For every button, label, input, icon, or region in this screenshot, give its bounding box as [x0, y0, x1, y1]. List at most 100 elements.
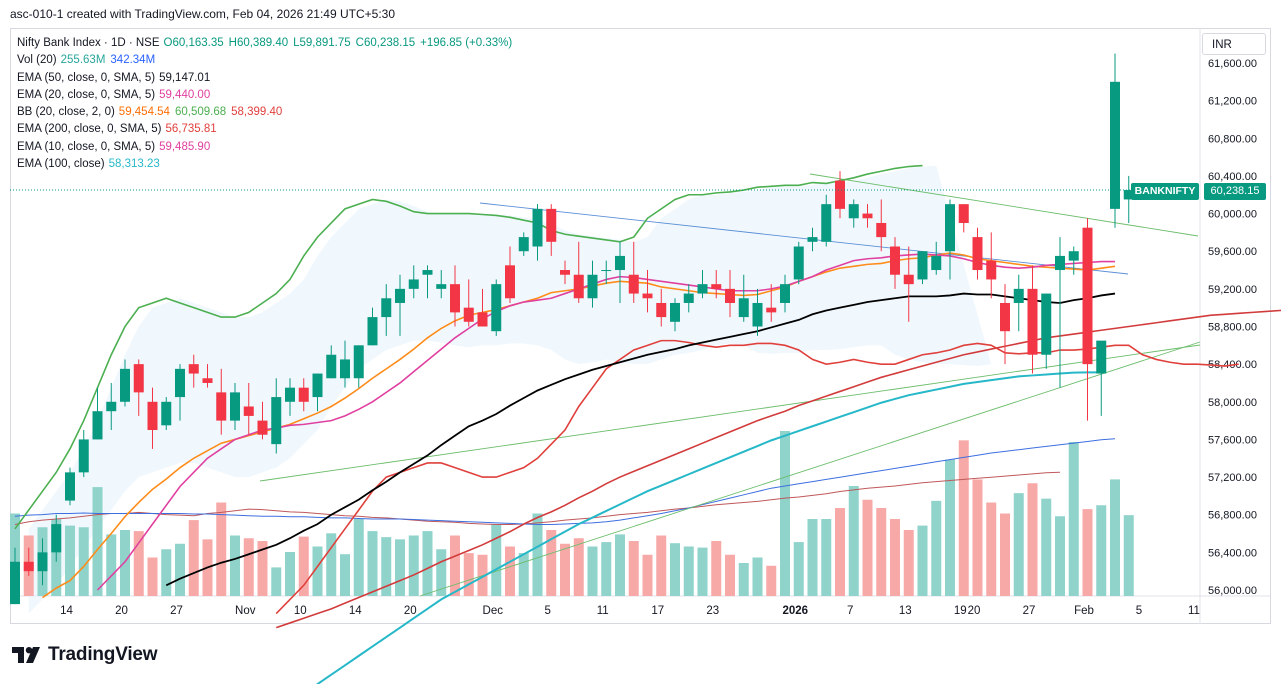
volume-bar — [986, 502, 997, 596]
volume-bar — [766, 565, 777, 596]
volume-bar — [821, 519, 832, 596]
candle-body — [216, 392, 227, 421]
candle-body — [546, 208, 557, 242]
currency-selector[interactable]: INR — [1202, 33, 1266, 55]
x-tick-label: 20 — [404, 605, 417, 617]
volume-bar — [560, 543, 570, 596]
candle-body — [1110, 81, 1120, 209]
legend-value: C60,238.15 — [355, 37, 416, 49]
volume-ma-line-red — [14, 471, 1061, 525]
volume-bar — [601, 542, 612, 596]
volume-bar — [505, 546, 515, 596]
volume-bar — [711, 541, 722, 596]
volume-bar — [518, 553, 529, 596]
candle-body — [133, 364, 144, 393]
volume-bar — [807, 519, 818, 596]
legend-row[interactable]: EMA (50, close, 0, SMA, 5) 59,147.01 — [17, 70, 517, 87]
tradingview-logo[interactable]: TradingView — [12, 644, 158, 666]
x-tick-label: 10 — [294, 605, 307, 617]
volume-bar — [408, 535, 419, 596]
candle-body — [615, 255, 625, 271]
legend-row[interactable]: Vol (20) 255.63M 342.34M — [17, 52, 517, 69]
volume-bar — [752, 557, 763, 596]
candle-body — [175, 368, 185, 398]
candle-body — [1055, 255, 1065, 271]
candle-body — [78, 439, 89, 473]
volume-bar — [697, 547, 708, 596]
volume-bar — [725, 554, 735, 596]
bollinger-upper-line — [14, 164, 923, 530]
volume-bar — [793, 542, 804, 596]
candle-body — [298, 387, 309, 402]
legend-label: Nifty Bank Index · 1D · NSE — [17, 37, 160, 49]
chart-frame[interactable] — [10, 28, 1271, 624]
volume-bar — [642, 554, 653, 596]
candle-body — [560, 270, 570, 275]
legend-value: +196.85 (+0.33%) — [420, 37, 513, 49]
candle-body — [1027, 288, 1038, 355]
candle-body — [917, 251, 928, 280]
volume-bar — [532, 513, 543, 596]
legend-row[interactable]: BB (20, close, 2, 0) 59,454.54 60,509.68 58… — [17, 104, 517, 121]
volume-bar — [257, 541, 268, 596]
volume-bar — [848, 486, 859, 596]
y-tick-label: 60,800.00 — [1208, 133, 1257, 145]
candle-body — [340, 359, 350, 379]
candle-body — [1068, 251, 1079, 261]
legend-value: 58,313.23 — [108, 158, 160, 171]
candle-body — [120, 368, 130, 402]
legend-row[interactable]: EMA (100, close) 58,313.23 — [17, 156, 517, 173]
volume-bar — [546, 530, 557, 596]
candle-body — [876, 222, 887, 238]
legend-value: H60,389.40 — [228, 37, 289, 49]
candle-body — [1082, 227, 1093, 365]
candle-body — [587, 274, 598, 299]
candle-body — [326, 354, 337, 379]
y-tick-label: 56,400.00 — [1208, 547, 1257, 559]
candle-body — [642, 293, 653, 299]
candle-body — [573, 274, 584, 299]
candle-body — [903, 274, 914, 285]
candle-body — [656, 302, 667, 318]
volume-bar — [656, 535, 667, 596]
candle-body — [463, 307, 474, 322]
ema-100-line — [315, 371, 1102, 684]
candle-body — [1041, 293, 1052, 355]
x-tick-label: 27 — [170, 605, 183, 617]
candle-body — [1000, 302, 1010, 332]
candle-body — [766, 307, 777, 313]
y-tick-label: 59,600.00 — [1208, 246, 1257, 258]
x-tick-label: 7 — [847, 605, 853, 617]
volume-bar — [1013, 493, 1024, 596]
legend-label: Vol (20) — [17, 54, 57, 67]
x-tick-label: 17 — [651, 605, 664, 617]
resistance-trendline-1 — [809, 173, 1199, 237]
legend-label: EMA (100, close) — [17, 158, 105, 171]
last-price-label: 60,238.15 — [1204, 183, 1266, 200]
volume-bar — [450, 535, 460, 596]
legend-value: 58,399.40 — [231, 106, 283, 119]
x-tick-label: 2026 — [782, 605, 808, 617]
volume-bar — [917, 525, 928, 596]
candle-body — [890, 246, 900, 275]
volume-bar — [436, 549, 447, 596]
legend-row[interactable]: EMA (20, close, 0, SMA, 5) 59,440.00 — [17, 87, 517, 104]
volume-bar — [628, 541, 639, 596]
candle-body — [381, 298, 392, 318]
candle-body — [395, 288, 405, 303]
candle-body — [257, 420, 268, 435]
legend-row[interactable]: Nifty Bank Index · 1D · NSE O60,163.35 H60… — [17, 35, 517, 52]
legend-row[interactable]: EMA (200, close, 0, SMA, 5) 56,735.81 — [17, 121, 517, 138]
bollinger-band-fill — [28, 165, 992, 614]
legend-row[interactable]: EMA (10, close, 0, SMA, 5) 59,485.90 — [17, 139, 517, 156]
volume-bar — [133, 531, 144, 596]
candle-body — [848, 204, 859, 219]
legend-label: EMA (10, close, 0, SMA, 5) — [17, 140, 156, 153]
volume-bar — [1082, 509, 1093, 596]
volume-bar — [175, 543, 185, 596]
y-tick-label: 56,800.00 — [1208, 510, 1257, 522]
x-tick-label: 20 — [968, 605, 981, 617]
candle-body — [780, 284, 790, 303]
candle-body — [312, 373, 323, 398]
